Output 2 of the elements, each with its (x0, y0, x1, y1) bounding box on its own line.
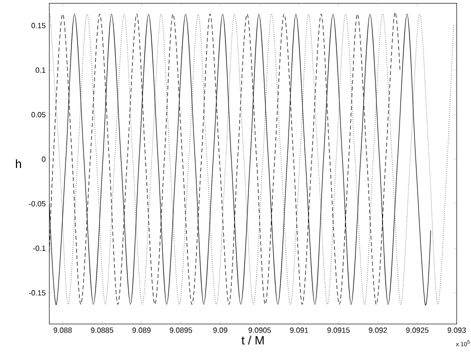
y-axis-title: h (16, 159, 22, 168)
x-axis-title: t / M (242, 336, 264, 345)
